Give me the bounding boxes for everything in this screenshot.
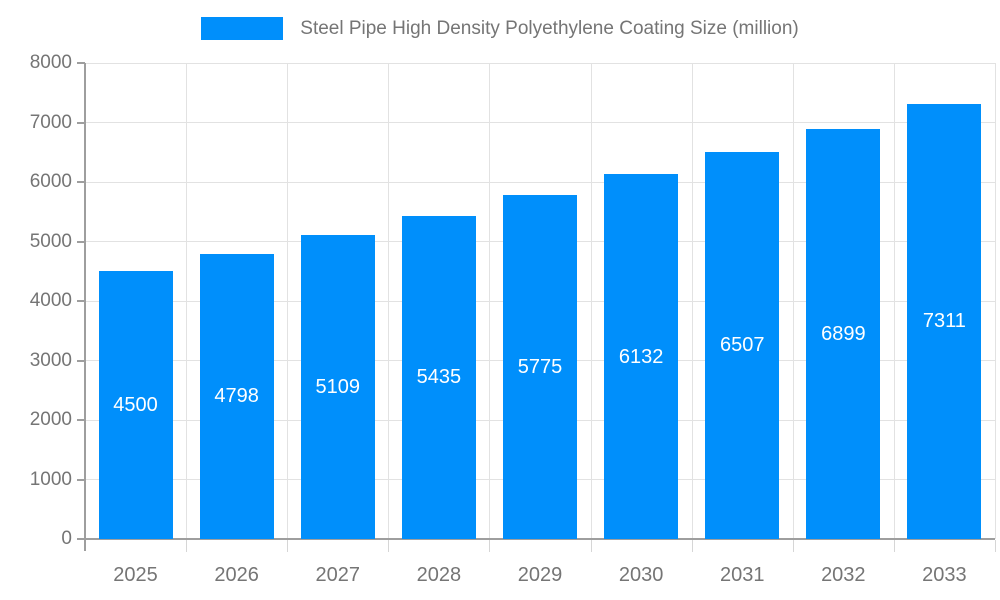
- gridline-vertical: [893, 63, 895, 539]
- gridline-vertical: [590, 63, 592, 539]
- y-tick-label: 6000: [29, 171, 72, 192]
- bar[interactable]: [806, 128, 881, 539]
- bar[interactable]: [98, 271, 173, 539]
- legend-label: Steel Pipe High Density Polyethylene Coa…: [300, 17, 799, 39]
- chart-legend[interactable]: Steel Pipe High Density Polyethylene Coa…: [0, 17, 1000, 40]
- bar[interactable]: [907, 103, 982, 539]
- y-axis-tick: [77, 181, 85, 183]
- y-axis-tick: [77, 478, 85, 481]
- bar-value-label: 6899: [821, 322, 866, 345]
- x-tick-label: 2032: [821, 564, 866, 586]
- y-tick-label: 3000: [29, 349, 72, 371]
- y-axis-tick: [77, 419, 85, 421]
- bar[interactable]: [401, 215, 476, 539]
- gridline-vertical: [186, 63, 188, 539]
- gridline-horizontal: [85, 62, 995, 64]
- bar-value-label: 4500: [113, 394, 158, 417]
- bar[interactable]: [604, 174, 679, 539]
- y-tick-label: 8000: [29, 52, 72, 73]
- bar-value-label: 5775: [517, 356, 563, 379]
- x-axis-tick: [388, 540, 390, 552]
- x-axis-tick: [186, 540, 188, 552]
- x-axis-tick: [893, 540, 895, 552]
- y-tick-label: 1000: [29, 468, 72, 490]
- y-tick-label: 2000: [29, 409, 72, 430]
- gridline-vertical: [489, 63, 491, 539]
- x-tick-label: 2030: [618, 564, 664, 586]
- bar[interactable]: [503, 195, 577, 539]
- y-axis-tick: [77, 300, 85, 302]
- bar-value-label: 7311: [922, 310, 966, 333]
- y-tick-label: 0: [61, 528, 72, 549]
- x-axis-tick: [691, 540, 693, 552]
- gridline-vertical: [691, 63, 693, 539]
- bar-value-label: 5435: [416, 366, 462, 389]
- bar-value-label: 6132: [618, 345, 664, 368]
- y-axis-tick: [77, 359, 85, 362]
- y-axis-tick: [77, 240, 85, 243]
- bar[interactable]: [300, 235, 375, 539]
- x-axis-tick: [792, 540, 794, 552]
- x-axis-tick: [995, 540, 996, 552]
- gridline-vertical: [287, 63, 289, 539]
- gridline-vertical: [388, 63, 390, 539]
- x-tick-label: 2029: [517, 564, 563, 586]
- x-tick-label: 2031: [719, 564, 765, 586]
- y-tick-label: 4000: [29, 290, 72, 311]
- x-tick-label: 2026: [214, 564, 259, 586]
- gridline-vertical: [792, 63, 794, 539]
- bar-value-label: 5109: [315, 376, 361, 398]
- gridline-vertical: [995, 63, 996, 539]
- y-tick-label: 7000: [29, 111, 72, 133]
- y-axis-tick: [77, 62, 85, 64]
- x-tick-label: 2033: [922, 564, 967, 586]
- x-tick-label: 2027: [315, 564, 361, 586]
- gridline-horizontal: [85, 122, 995, 123]
- bar[interactable]: [705, 151, 780, 539]
- x-axis-tick: [590, 540, 592, 552]
- x-tick-label: 2025: [113, 564, 158, 586]
- bar-value-label: 6507: [719, 334, 765, 357]
- bar-value-label: 4798: [214, 385, 259, 408]
- y-axis-line: [84, 63, 86, 551]
- x-axis-line: [77, 538, 995, 540]
- gridline-horizontal: [85, 181, 995, 183]
- y-axis-tick: [77, 121, 85, 124]
- x-axis-tick: [489, 540, 491, 552]
- x-tick-label: 2028: [416, 564, 462, 586]
- y-tick-label: 5000: [29, 230, 72, 252]
- bar[interactable]: [199, 253, 274, 539]
- legend-swatch-icon: [201, 17, 284, 40]
- x-axis-tick: [287, 540, 289, 552]
